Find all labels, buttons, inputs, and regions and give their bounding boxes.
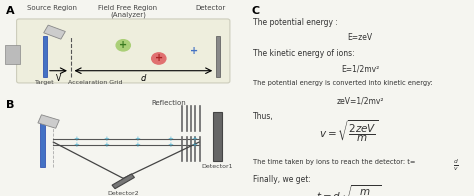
Text: +: + <box>191 142 197 148</box>
Polygon shape <box>38 115 59 128</box>
Circle shape <box>116 40 130 51</box>
Text: The time taken by ions to reach the detector: t=: The time taken by ions to reach the dete… <box>253 159 416 165</box>
Text: V: V <box>56 74 61 83</box>
Circle shape <box>152 53 166 64</box>
Text: Source Region: Source Region <box>27 5 77 11</box>
Text: +: + <box>190 46 199 56</box>
Text: +: + <box>155 54 163 64</box>
Text: +: + <box>168 136 173 142</box>
Text: $\frac{d}{v}$: $\frac{d}{v}$ <box>453 158 459 173</box>
Text: E=1/2mv²: E=1/2mv² <box>341 65 379 74</box>
Bar <box>5 45 20 64</box>
Text: +: + <box>135 136 140 142</box>
Text: +: + <box>104 142 109 148</box>
Bar <box>213 112 222 161</box>
Text: +: + <box>119 40 128 50</box>
Polygon shape <box>44 25 65 39</box>
Text: Finally, we get:: Finally, we get: <box>253 175 311 184</box>
Text: $t = d\,\sqrt{\dfrac{m}{2zeV}}$: $t = d\,\sqrt{\dfrac{m}{2zeV}}$ <box>316 184 382 196</box>
Text: E=zeV: E=zeV <box>347 33 373 42</box>
Text: +: + <box>191 136 197 142</box>
Text: The potential energy :: The potential energy : <box>253 18 338 27</box>
Text: A: A <box>6 6 15 16</box>
Text: The potential energy is converted into kinetic energy:: The potential energy is converted into k… <box>253 80 433 86</box>
Polygon shape <box>112 174 135 189</box>
Text: The kinetic energy of ions:: The kinetic energy of ions: <box>253 49 355 58</box>
Text: $v = \sqrt{\dfrac{2zeV}{m}}$: $v = \sqrt{\dfrac{2zeV}{m}}$ <box>319 119 379 145</box>
Text: C: C <box>251 6 259 16</box>
Text: Detector: Detector <box>196 5 226 11</box>
Text: Thus,: Thus, <box>253 112 274 121</box>
Text: Accelaration Grid: Accelaration Grid <box>68 80 122 85</box>
Bar <box>40 118 45 167</box>
Bar <box>216 36 220 77</box>
FancyBboxPatch shape <box>17 19 230 83</box>
Text: Field Free Region
(Analyzer): Field Free Region (Analyzer) <box>99 5 157 18</box>
Text: zeV=1/2mv²: zeV=1/2mv² <box>337 96 384 105</box>
Text: +: + <box>73 142 79 148</box>
Text: Reflection: Reflection <box>151 100 186 106</box>
Bar <box>43 36 47 77</box>
Text: +: + <box>135 142 140 148</box>
Text: +: + <box>168 142 173 148</box>
Text: Detector2: Detector2 <box>108 191 139 196</box>
Text: B: B <box>6 100 14 110</box>
Text: Target: Target <box>35 80 55 85</box>
Text: +: + <box>73 136 79 142</box>
Text: Detector1: Detector1 <box>201 164 233 169</box>
Text: +: + <box>104 136 109 142</box>
Text: d: d <box>141 74 146 83</box>
